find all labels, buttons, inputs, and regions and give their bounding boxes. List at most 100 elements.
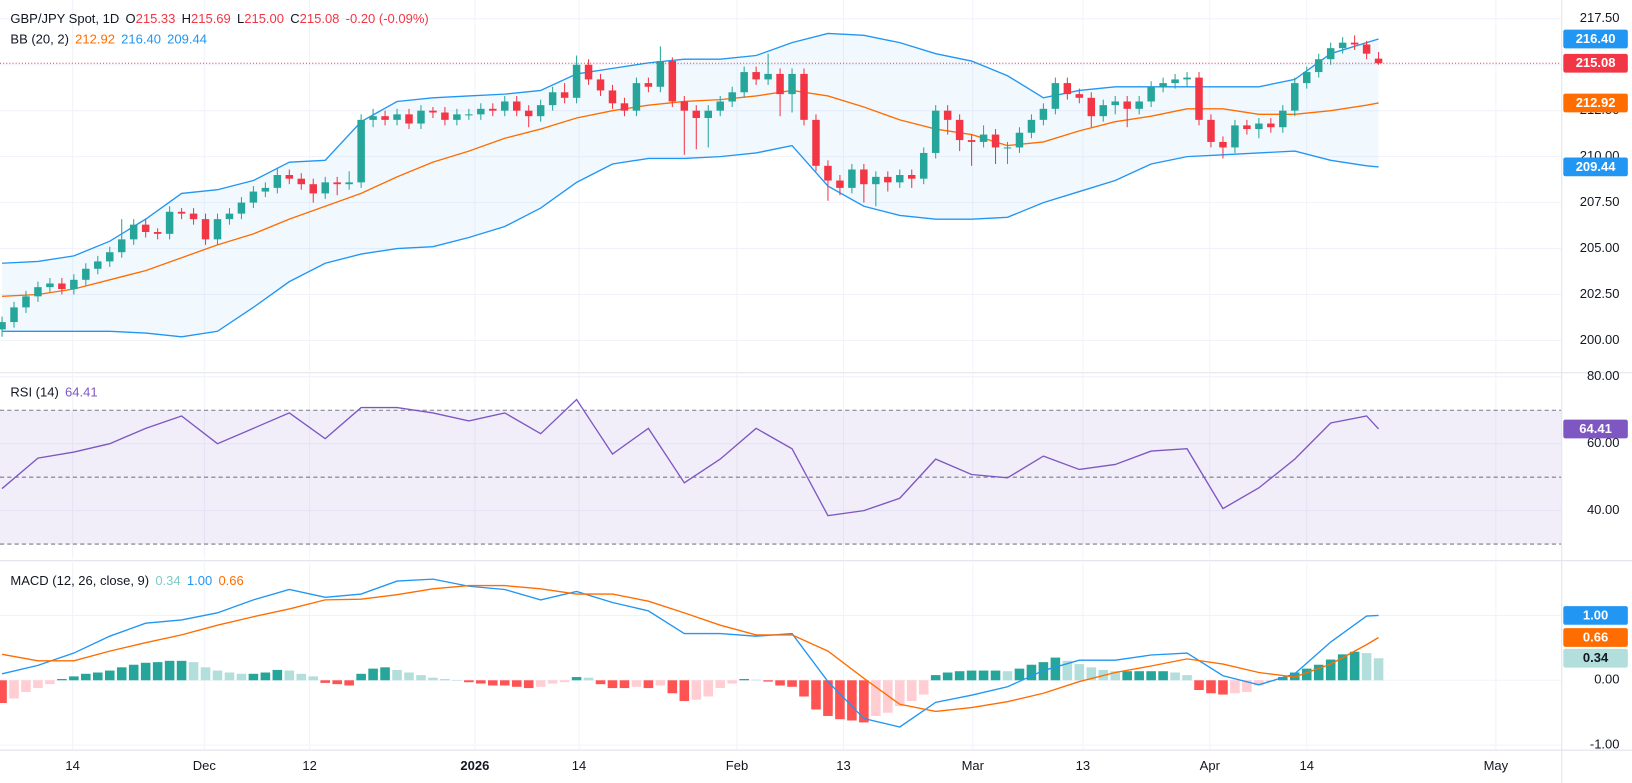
candle-body [201,219,210,240]
y-tick-label: 202.50 [1580,286,1620,301]
histogram-bar [787,680,797,687]
candle-body [728,92,736,102]
candle-body [656,61,665,87]
legend-item: RSI (14) [10,385,58,400]
candle-body [907,175,916,179]
legend-item: 215.33 [136,11,176,26]
y-tick-label: 40.00 [1587,502,1620,517]
candle-body [1338,42,1347,49]
candle-body [369,116,377,120]
histogram-bar [452,680,462,681]
histogram-bar [871,680,881,716]
pane [0,373,1562,560]
candle-body [740,72,748,93]
histogram-bar [643,680,654,689]
candle-body [429,110,437,113]
price-badge [1563,419,1628,439]
price-badge [1563,93,1628,113]
candle-body [1243,125,1251,130]
indicator-line [1,578,1379,728]
candle-body [1219,141,1227,148]
histogram-bar [799,680,809,697]
histogram-bar [607,680,618,689]
candle-body [788,73,796,95]
candle-body [189,213,198,220]
indicator-line [2,144,1379,338]
candle-body [1015,132,1024,148]
candle-body [333,182,341,185]
histogram-bar [1254,680,1264,686]
legend-item: -0.20 (-0.09%) [346,11,429,26]
price-badge-label: 1.00 [1583,607,1608,622]
candle-body [967,140,976,142]
candle-body [1027,119,1036,133]
histogram-bar [1158,671,1168,681]
bb-fill [2,33,1379,337]
histogram-bar [942,672,953,681]
candle-body [955,119,964,141]
legend-item: C [290,11,299,26]
price-badge [1563,628,1628,647]
candle-body [836,180,844,188]
histogram-bar [45,680,55,685]
candle-body [991,134,1000,148]
x-tick-label: 2026 [460,758,489,773]
histogram-bar [1349,651,1360,681]
histogram-bar [1278,677,1288,681]
candle-body [381,116,389,120]
candle-body [58,283,66,289]
histogram-bar [356,673,366,681]
histogram-bar [224,672,235,681]
legend-item: H [182,11,191,26]
histogram-bar [1050,657,1061,681]
histogram-bar [200,667,211,681]
histogram-bar [727,680,737,684]
candle-body [1171,79,1179,84]
candle-body [620,103,629,111]
candle-body [1051,83,1060,109]
candle-body [273,175,282,188]
x-tick-label: 14 [65,758,79,773]
histogram-bar [655,680,666,686]
candle-body [1159,83,1167,87]
histogram-bar [1313,664,1324,681]
legend-item: O [126,11,136,26]
legend-item: L [237,11,244,26]
histogram-bar [0,680,7,703]
histogram-bar [1014,668,1025,681]
histogram-bar [691,680,702,700]
legend-item: BB (20, 2) [10,32,69,47]
price-badge-label: 215.08 [1576,55,1616,70]
histogram-bar [1337,654,1348,681]
candle-body [824,165,832,181]
histogram-bar [416,675,426,681]
histogram-bar [104,670,115,681]
histogram-bar [21,680,31,692]
price-badge [1563,648,1628,668]
histogram-bar [236,673,247,681]
candle-body [584,64,593,80]
histogram-bar [823,680,833,716]
price-badge-label: 64.41 [1579,421,1612,436]
histogram-bar [883,680,893,713]
candle-body [1267,123,1275,128]
candle-body [1362,44,1371,54]
histogram-bar [1373,658,1384,681]
candle-body [489,108,497,111]
histogram-bar [511,680,522,687]
histogram-bar [344,680,354,686]
histogram-bar [320,680,331,683]
histogram-bar [212,670,223,681]
x-tick-label: May [1484,758,1509,773]
legend-row: MACD (12, 26, close, 9) 0.34 1.00 0.66 [10,573,243,588]
price-badge-label: 216.40 [1576,31,1616,46]
price-badge [1563,29,1628,49]
histogram-bar [906,680,917,702]
candle-body [357,119,365,183]
candle-body [261,187,270,192]
x-tick-label: 12 [302,758,316,773]
y-tick-label: -1.00 [1590,737,1620,752]
candle-body [441,112,449,120]
histogram-bar [859,680,869,723]
candle-body [800,73,808,120]
